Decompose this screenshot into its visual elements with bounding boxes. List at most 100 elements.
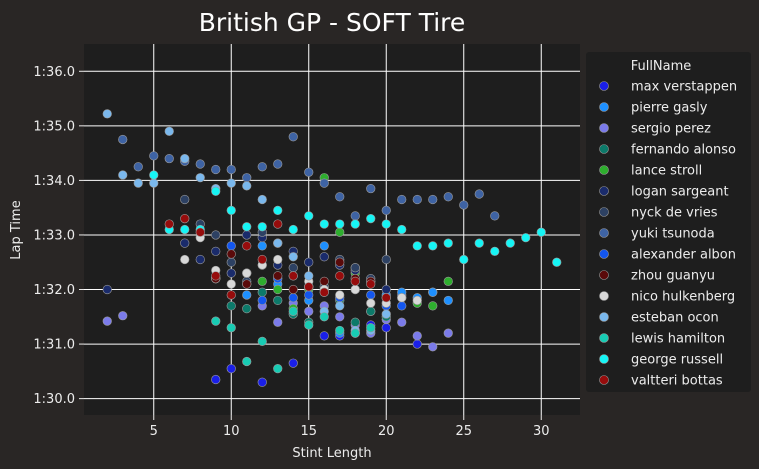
- chart-title: British GP - SOFT Tire: [199, 8, 466, 37]
- point-fernando-alonso: [273, 295, 283, 306]
- point-zhou-guanyu: [242, 279, 252, 289]
- point-max-verstappen: [288, 358, 298, 368]
- point-george-russell: [180, 224, 190, 235]
- legend-label-logan-sargeant: logan sargeant: [631, 185, 729, 200]
- y-tick-label: 1:35.0: [33, 119, 75, 134]
- point-nico-hulkenberg: [180, 254, 190, 265]
- point-yuki-tsunoda: [319, 178, 329, 188]
- legend-label-esteban-ocon: esteban ocon: [631, 311, 719, 326]
- legend-marker-nico-hulkenberg: [599, 291, 609, 301]
- x-tick-label: 5: [150, 424, 158, 439]
- point-george-russell: [505, 238, 515, 248]
- legend-label-valtteri-bottas: valtteri bottas: [631, 374, 723, 389]
- point-lewis-hamilton: [242, 356, 252, 367]
- point-george-russell: [474, 238, 484, 248]
- point-esteban-ocon: [164, 126, 174, 136]
- point-yuki-tsunoda: [164, 153, 174, 164]
- x-tick-label: 15: [300, 424, 317, 439]
- point-nyck-de-vries: [288, 263, 298, 273]
- point-yuki-tsunoda: [257, 162, 267, 172]
- legend-label-alexander-albon: alexander albon: [631, 248, 736, 263]
- point-yuki-tsunoda: [397, 194, 407, 205]
- point-nyck-de-vries: [211, 230, 221, 240]
- y-tick-label: 1:32.0: [33, 283, 75, 298]
- point-nico-hulkenberg: [335, 290, 345, 300]
- point-george-russell: [536, 227, 546, 237]
- point-nico-hulkenberg: [273, 254, 283, 265]
- point-george-russell: [257, 222, 267, 232]
- legend-label-max-verstappen: max verstappen: [631, 80, 737, 95]
- point-logan-sargeant: [304, 257, 314, 267]
- point-valtteri-bottas: [226, 290, 236, 300]
- point-lance-stroll: [428, 301, 438, 311]
- point-nico-hulkenberg: [366, 298, 376, 308]
- legend-marker-sergio-perez: [599, 123, 609, 133]
- point-valtteri-bottas: [350, 276, 360, 286]
- legend-marker-zhou-guanyu: [599, 270, 609, 280]
- point-max-verstappen: [319, 331, 329, 341]
- point-esteban-ocon: [381, 309, 391, 319]
- legend-label-fernando-alonso: fernando alonso: [631, 143, 736, 158]
- point-logan-sargeant: [180, 238, 190, 248]
- point-yuki-tsunoda: [118, 134, 128, 145]
- legend: FullName max verstappen pierre gasly sergi…: [586, 52, 751, 392]
- point-sergio-perez: [304, 306, 314, 316]
- y-axis-label: Lap Time: [9, 200, 24, 259]
- legend-marker-max-verstappen: [599, 81, 609, 91]
- point-esteban-ocon: [102, 109, 112, 119]
- point-valtteri-bottas: [366, 279, 376, 289]
- point-george-russell: [428, 241, 438, 251]
- point-george-russell: [350, 219, 360, 229]
- x-tick-label: 20: [378, 424, 395, 439]
- y-axis-ticks: 1:30.0 1:31.0 1:32.0 1:33.0 1:34.0 1:35.0 1:36…: [33, 65, 84, 407]
- point-nyck-de-vries: [350, 263, 360, 273]
- legend-marker-valtteri-bottas: [599, 375, 609, 385]
- point-george-russell: [273, 205, 283, 216]
- point-logan-sargeant: [102, 284, 112, 295]
- point-george-russell: [459, 254, 469, 265]
- point-lewis-hamilton: [366, 323, 376, 333]
- point-lance-stroll: [335, 227, 345, 237]
- point-valtteri-bottas: [288, 271, 298, 281]
- point-nico-hulkenberg: [350, 284, 360, 295]
- legend-marker-pierre-gasly: [599, 102, 609, 112]
- legend-label-yuki-tsunoda: yuki tsunoda: [631, 227, 715, 242]
- legend-title: FullName: [631, 59, 692, 74]
- point-yuki-tsunoda: [366, 183, 376, 194]
- point-esteban-ocon: [118, 170, 128, 180]
- point-sergio-perez: [273, 317, 283, 327]
- point-sergio-perez: [443, 328, 453, 338]
- point-max-verstappen: [211, 374, 221, 385]
- legend-label-zhou-guanyu: zhou guanyu: [631, 269, 715, 284]
- point-yuki-tsunoda: [288, 132, 298, 142]
- point-george-russell: [552, 257, 562, 267]
- y-tick-label: 1:33.0: [33, 228, 75, 243]
- point-zhou-guanyu: [335, 257, 345, 267]
- point-esteban-ocon: [288, 252, 298, 262]
- point-alexander-albon: [397, 301, 407, 311]
- point-lewis-hamilton: [257, 336, 267, 346]
- legend-label-lewis-hamilton: lewis hamilton: [631, 332, 725, 347]
- x-tick-label: 25: [455, 424, 472, 439]
- legend-marker-george-russell: [599, 354, 609, 364]
- point-george-russell: [412, 241, 422, 251]
- legend-marker-alexander-albon: [599, 249, 609, 259]
- point-sergio-perez: [397, 317, 407, 327]
- legend-marker-logan-sargeant: [599, 186, 609, 196]
- point-fernando-alonso: [257, 287, 267, 297]
- legend-marker-esteban-ocon: [599, 312, 609, 322]
- point-fernando-alonso: [242, 304, 252, 314]
- point-valtteri-bottas: [273, 219, 283, 229]
- point-nico-hulkenberg: [412, 295, 422, 306]
- point-yuki-tsunoda: [490, 211, 500, 221]
- point-logan-sargeant: [242, 230, 252, 240]
- point-pierre-gasly: [257, 241, 267, 251]
- point-lewis-hamilton: [350, 328, 360, 338]
- point-esteban-ocon: [149, 178, 159, 188]
- point-george-russell: [335, 219, 345, 229]
- point-sergio-perez: [412, 331, 422, 341]
- y-tick-label: 1:34.0: [33, 174, 75, 189]
- point-lewis-hamilton: [273, 364, 283, 374]
- point-yuki-tsunoda: [149, 151, 159, 161]
